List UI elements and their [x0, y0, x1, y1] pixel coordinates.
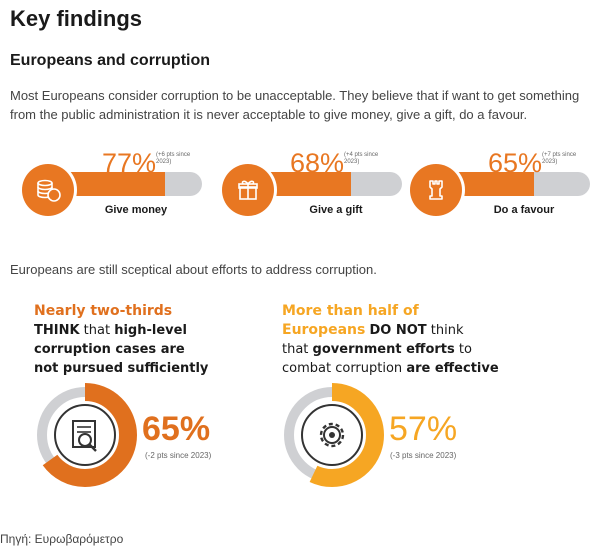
document-search-icon — [72, 420, 97, 452]
body-text: to — [454, 342, 472, 357]
card-heading: Nearly two-thirds — [34, 303, 173, 319]
card-heading: Europeans — [282, 322, 366, 338]
emphasis-text: corruption cases are — [34, 342, 185, 357]
stat-label: Give a gift — [309, 204, 363, 216]
card-body-line: Europeans DO NOT think — [282, 321, 464, 340]
body-text: that — [282, 342, 313, 357]
card-body-line: corruption cases are — [34, 340, 185, 359]
stat-give-gift: 68% (+4 pts since 2023) Give a gift — [222, 142, 412, 222]
section-text: Europeans are still sceptical about effo… — [10, 262, 377, 277]
emphasis-text: government efforts — [312, 342, 455, 357]
emphasis-text: THINK — [34, 323, 80, 338]
donut-arc — [33, 383, 137, 487]
emphasis-text: not pursued sufficiently — [34, 361, 209, 376]
stat-delta: (+7 pts since 2023) — [542, 152, 577, 165]
emphasis-text: high-level — [114, 323, 187, 338]
source-note: Πηγή: Ευρωβαρόμετρο — [0, 532, 124, 546]
stat-percentage: 77% — [102, 148, 157, 178]
card-delta: (-3 pts since 2023) — [390, 451, 457, 460]
emphasis-text: are effective — [406, 361, 499, 376]
stat-do-favour: 65% (+7 pts since 2023) Do a favour — [410, 142, 600, 222]
body-text: think — [426, 323, 464, 338]
stat-give-money: 77% (+6 pts since 2023) Give money — [22, 142, 212, 222]
section-subtitle: Europeans and corruption — [10, 52, 211, 69]
body-text: that — [79, 323, 115, 338]
stat-delta: (+4 pts since 2023) — [344, 152, 379, 165]
card-heading: More than half of — [282, 303, 419, 319]
card-delta: (-2 pts since 2023) — [145, 451, 212, 460]
stat-delta: (+6 pts since 2023) — [156, 152, 191, 165]
stat-percentage: 65% — [488, 148, 543, 178]
card-body-line: combat corruption are effective — [282, 359, 499, 378]
card-body-line: that government efforts to — [282, 340, 472, 359]
stat-percentage: 68% — [290, 148, 345, 178]
gift-icon — [222, 164, 274, 216]
stat-label: Do a favour — [493, 204, 555, 216]
emphasis-text: DO NOT — [369, 323, 427, 338]
card-percentage: 65% — [142, 410, 211, 448]
coins-icon — [22, 164, 74, 216]
card-body-line: THINK that high-level — [34, 321, 187, 340]
gear-icon — [319, 422, 345, 448]
donut-chart — [280, 383, 384, 487]
donut-chart — [33, 383, 137, 487]
stat-label: Give money — [104, 204, 168, 216]
page-title: Key findings — [10, 6, 143, 31]
body-text: combat corruption — [282, 361, 407, 376]
card-percentage: 57% — [389, 410, 458, 448]
card-body-line: not pursued sufficiently — [34, 359, 208, 378]
donut-arc — [280, 383, 384, 487]
chess-rook-icon — [410, 164, 462, 216]
intro-text: Most Europeans consider corruption to be… — [10, 88, 580, 122]
